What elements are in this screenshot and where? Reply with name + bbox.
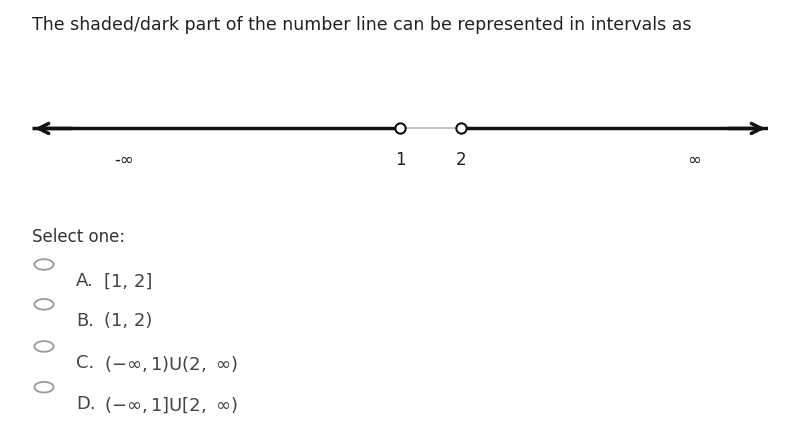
Text: ∞: ∞ <box>687 151 702 169</box>
Text: [1, 2]: [1, 2] <box>104 272 152 291</box>
Text: D.: D. <box>76 395 96 413</box>
Point <box>394 125 406 132</box>
Text: B.: B. <box>76 312 94 330</box>
Text: The shaded/dark part of the number line can be represented in intervals as: The shaded/dark part of the number line … <box>32 16 691 34</box>
Text: -∞: -∞ <box>114 151 134 169</box>
Text: C.: C. <box>76 354 94 373</box>
Text: $(-\infty,1)\mathrm{U}(2,\ \infty)$: $(-\infty,1)\mathrm{U}(2,\ \infty)$ <box>104 354 238 374</box>
Text: $(-\infty,1]\mathrm{U}[2,\ \infty)$: $(-\infty,1]\mathrm{U}[2,\ \infty)$ <box>104 395 238 415</box>
Point <box>455 125 468 132</box>
Text: (1, 2): (1, 2) <box>104 312 152 330</box>
Text: A.: A. <box>76 272 94 291</box>
Text: Select one:: Select one: <box>32 228 125 246</box>
Text: 1: 1 <box>394 151 406 169</box>
Text: 2: 2 <box>456 151 466 169</box>
